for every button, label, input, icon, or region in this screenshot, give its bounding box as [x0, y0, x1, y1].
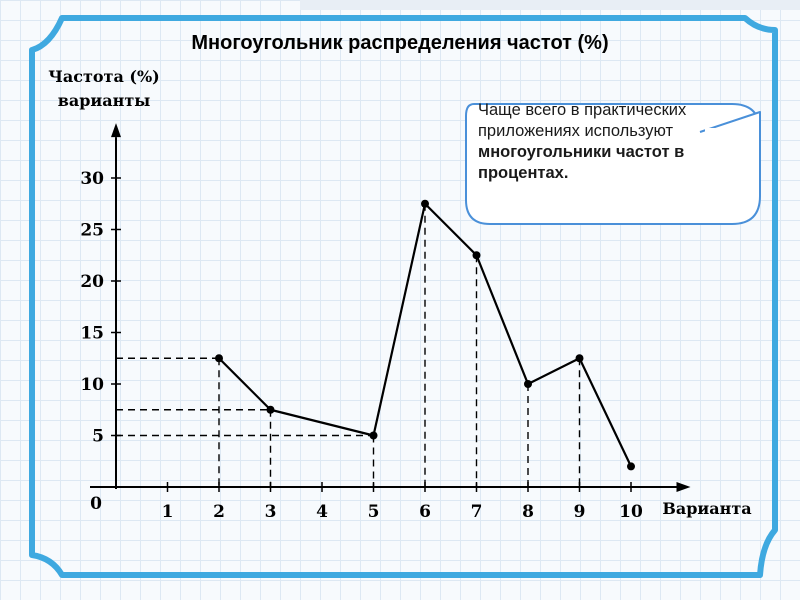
y-axis-arrow: [111, 123, 121, 138]
callout-note: Чаще всего в практических приложениях ис…: [478, 100, 768, 184]
data-point: [627, 462, 635, 471]
data-point: [215, 354, 223, 363]
origin-label: 0: [90, 494, 102, 514]
x-axis-arrow: [676, 482, 691, 492]
y-tick-label: 15: [80, 324, 104, 344]
dashed-guides: [116, 203, 581, 487]
x-tick-label: 5: [368, 502, 380, 522]
x-tick-label: 9: [574, 502, 586, 522]
data-point: [575, 354, 584, 363]
y-axis-title-line1: Частота (%): [48, 67, 160, 86]
x-tick-label: 8: [522, 502, 534, 522]
y-tick-label: 20: [80, 272, 104, 292]
callout-pointer-mask: [705, 128, 758, 148]
callout-plain-text: Чаще всего в практических приложениях ис…: [478, 101, 687, 140]
y-tick-label: 5: [92, 427, 104, 447]
x-tick-label: 10: [619, 502, 643, 522]
series-line: [218, 202, 632, 467]
x-tick-label: 6: [419, 502, 431, 522]
axis-labels: 1 2 3 4 5 6 7 8 9 10 5 10 15 20 25 30 0 Частота (%) вариан…: [48, 67, 751, 522]
x-tick-label: 2: [213, 502, 225, 522]
y-tick-label: 25: [80, 221, 104, 241]
data-point: [472, 251, 481, 260]
callout-shape: [465, 103, 761, 225]
x-tick-label: 4: [316, 502, 328, 522]
x-tick-label: 3: [265, 502, 277, 522]
series: [215, 199, 635, 471]
y-tick-label: 30: [80, 169, 104, 189]
x-tick-label: 1: [162, 502, 174, 522]
y-tick-label: 10: [80, 375, 104, 395]
top-stripe: [300, 0, 800, 10]
data-point: [524, 380, 532, 388]
x-axis-title: Варианта: [662, 499, 751, 518]
data-point: [266, 405, 275, 414]
data-point: [369, 431, 378, 440]
frame-border: [29, 15, 778, 578]
y-axis-title-line2: варианты: [58, 91, 151, 110]
callout-bold-text: многоугольники частот в процентах.: [478, 143, 685, 182]
data-point: [421, 199, 429, 208]
x-tick-label: 7: [471, 502, 483, 522]
slide-title: Многоугольник распределения частот (%): [191, 32, 609, 54]
